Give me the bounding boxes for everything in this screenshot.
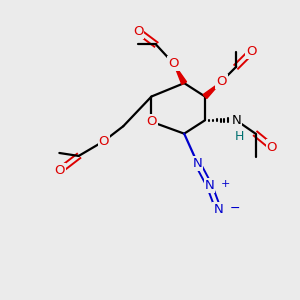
Polygon shape (174, 64, 187, 84)
Text: N: N (205, 179, 214, 192)
Text: N: N (214, 203, 223, 216)
Text: H: H (235, 130, 244, 143)
Polygon shape (203, 82, 221, 98)
Text: O: O (54, 164, 64, 177)
Text: O: O (146, 115, 157, 128)
Text: N: N (193, 157, 202, 170)
Text: N: N (231, 114, 241, 127)
Text: +: + (221, 179, 230, 189)
Text: O: O (216, 75, 226, 88)
Text: O: O (169, 57, 179, 70)
Text: O: O (99, 135, 109, 148)
Text: −: − (230, 202, 240, 214)
Text: O: O (267, 140, 277, 154)
Text: O: O (133, 25, 143, 38)
Text: O: O (246, 45, 256, 58)
